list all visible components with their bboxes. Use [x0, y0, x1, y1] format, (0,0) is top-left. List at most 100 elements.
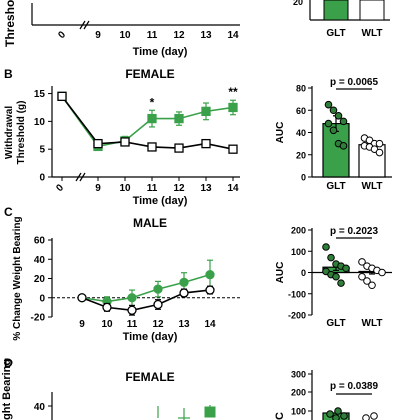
panel-a-x-tick: 14 [227, 30, 239, 41]
panel-d-ylabel: ght Bearing [1, 359, 13, 420]
data-point [174, 143, 184, 153]
panel-c-line-chart: -20 0 20 40 60 9 10 11 12 13 14 % Change Weight Bea… [12, 216, 240, 341]
y-tick-label: 10 [34, 117, 46, 128]
y-tick-label: 40 [34, 402, 46, 413]
panel-d-letter: D [4, 356, 13, 370]
data-point [127, 305, 137, 315]
data-point [153, 284, 163, 294]
panel-b-bar-label-wlt: WLT [362, 181, 383, 192]
panel-b: B FEMALE 0 5 10 15 0 9 10 11 12 13 14 Withdrawal Thr… [4, 67, 392, 207]
y-tick-label: 60 [296, 106, 306, 116]
data-point [102, 302, 112, 313]
data-point [358, 258, 366, 266]
data-point [204, 406, 216, 418]
x-tick-label: 14 [227, 183, 239, 194]
panel-d-bar-ylabel: C [274, 412, 286, 420]
data-point [205, 269, 215, 280]
data-point [334, 112, 343, 120]
data-point [201, 138, 211, 149]
y-axis-title: AUC [275, 122, 286, 144]
panel-b-title: FEMALE [125, 67, 174, 81]
panel-a-x-tick: 12 [173, 30, 185, 41]
data-point [120, 137, 130, 147]
data-point [332, 414, 340, 420]
y-tick-label: 100 [291, 247, 306, 257]
data-point [179, 277, 189, 288]
panel-b-bar-chart: 0 20 40 60 80 AUC p = 0.0065 [275, 77, 392, 183]
y-tick-label: 5 [39, 145, 45, 156]
panel-a-axis-break-2 [83, 20, 90, 30]
panel-a-x-tick: 13 [200, 30, 212, 41]
panel-d-line-chart: 40 [34, 392, 216, 420]
x-tick-label: 12 [152, 319, 164, 330]
x-tick-label: 9 [79, 319, 85, 330]
data-point [375, 148, 384, 157]
panel-a-bar-label-glt: GLT [326, 28, 345, 39]
panel-c-bar-label-wlt: WLT [362, 318, 383, 329]
panel-c-letter: C [4, 205, 13, 219]
panel-c-bar-chart: -200 -100 0 100 200 AUC p = 0.2023 [275, 226, 392, 321]
y-tick-label: 15 [34, 89, 46, 100]
y-tick-label: 0 [301, 173, 306, 183]
significance-marker: ** [228, 85, 238, 99]
x-tick-label: 13 [178, 319, 190, 330]
panel-a: Threshold 0 9 10 11 12 13 14 Time (day) … [3, 0, 390, 58]
data-point [228, 102, 238, 113]
data-point [327, 253, 335, 262]
data-point [179, 288, 189, 298]
y-tick-label: 0 [39, 293, 45, 304]
data-point [147, 142, 157, 152]
panel-d-title: FEMALE [125, 370, 174, 384]
y-tick-label: 40 [296, 128, 306, 138]
panel-a-x-tick: 9 [95, 30, 101, 41]
data-point [329, 126, 338, 135]
p-value-label: p = 0.2023 [330, 226, 379, 237]
x-tick-label: 13 [200, 183, 212, 194]
panel-a-x-tick: 10 [119, 30, 131, 41]
y-axis-title: Withdrawal [4, 106, 15, 159]
data-point [127, 293, 137, 303]
x-tick-label: 11 [147, 183, 158, 194]
x-tick-label: 10 [101, 319, 113, 330]
panel-b-x-title: Time (day) [133, 195, 188, 207]
y-tick-label: 300 [291, 370, 306, 380]
data-point [174, 113, 184, 124]
data-point [77, 293, 87, 303]
x-tick-label: 11 [127, 319, 138, 330]
data-point [375, 139, 384, 148]
panel-a-axis-break [79, 20, 86, 30]
data-point [337, 279, 345, 287]
data-point [332, 272, 340, 281]
panel-a-x-title: Time (day) [133, 46, 188, 58]
panel-a-wlt-bar [359, 0, 385, 21]
data-point [329, 106, 338, 115]
data-point [324, 100, 333, 109]
data-point [93, 138, 103, 149]
panel-a-x-tick: 0 [56, 29, 68, 41]
panel-a-ylabel: Threshold [3, 0, 17, 47]
panel-d: D FEMALE ght Bearing 40 C 100 200 300 p = 0… [1, 356, 378, 420]
series-line [81, 273, 211, 303]
data-point [322, 243, 330, 251]
data-point [324, 119, 333, 128]
y-axis-title: % Change Weight Bearing [12, 216, 23, 340]
panel-c-bar-label-glt: GLT [326, 318, 345, 329]
data-point [358, 272, 366, 281]
panel-b-bar-label-glt: GLT [326, 181, 345, 192]
panel-a-bar-y-tick: 20 [293, 0, 303, 7]
p-value-label: p = 0.0389 [330, 381, 379, 392]
y-tick-label: 80 [296, 84, 306, 94]
x-tick-label: 10 [119, 183, 131, 194]
y-tick-label: 100 [291, 407, 306, 417]
data-point [340, 412, 348, 420]
data-point [368, 281, 376, 290]
significance-marker: * [150, 95, 155, 109]
data-point [201, 106, 211, 117]
y-tick-label: 200 [291, 388, 306, 398]
panel-c-x-title: Time (day) [123, 331, 178, 343]
y-tick-label: -100 [288, 289, 306, 299]
data-point [326, 410, 334, 418]
p-value-label: p = 0.0065 [330, 77, 379, 88]
